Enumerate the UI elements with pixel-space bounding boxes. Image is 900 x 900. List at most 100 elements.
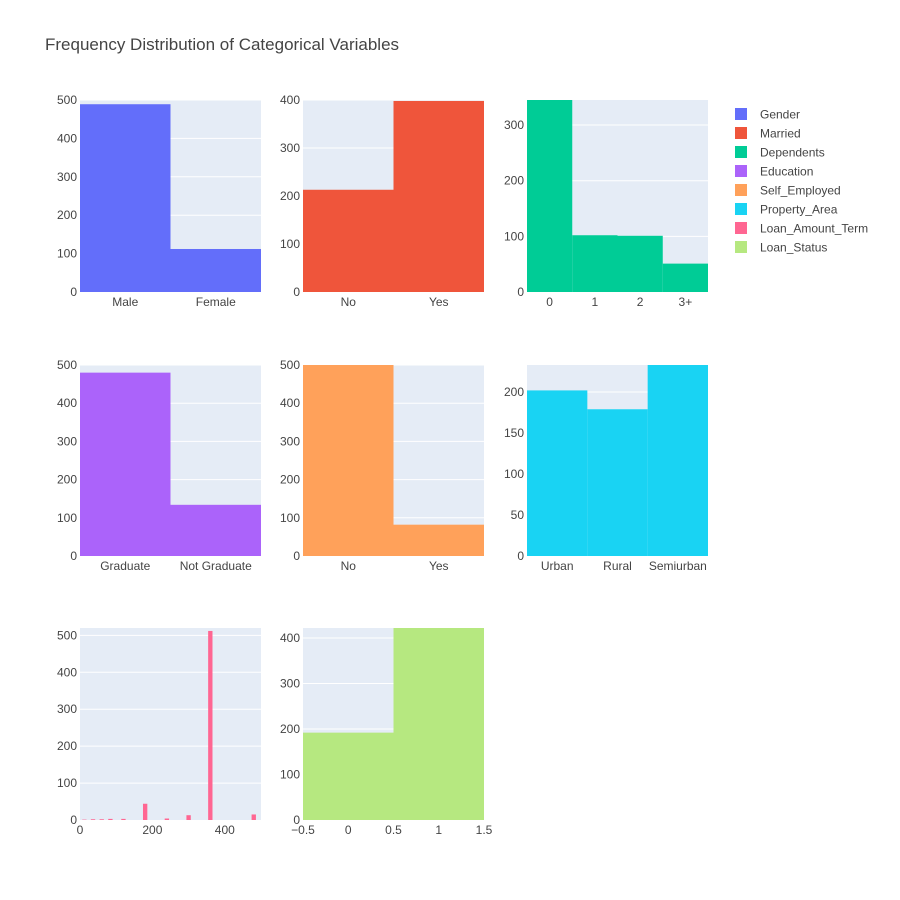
y-tick-label: 0 <box>70 813 77 827</box>
bar-dependents-0[interactable] <box>527 100 573 292</box>
bar-self-employed-yes[interactable] <box>393 524 485 556</box>
subplot-dependents: 0 100 200 300 0 1 2 3+ <box>504 100 708 309</box>
legend-swatch <box>735 108 747 120</box>
bar-education-graduate[interactable] <box>80 372 171 556</box>
legend-label: Gender <box>760 108 800 122</box>
y-tick-label: 100 <box>504 467 524 481</box>
x-tick-label: 0 <box>77 823 84 837</box>
bar-loan-amount-term-36[interactable] <box>90 819 96 820</box>
y-tick-label: 500 <box>57 358 77 372</box>
legend-item-self-employed[interactable]: Self_Employed <box>735 184 841 198</box>
y-tick-label: 150 <box>504 426 524 440</box>
bar-loan-amount-term-360[interactable] <box>208 630 213 820</box>
legend-item-loan-status[interactable]: Loan_Status <box>735 241 827 255</box>
y-tick-label: 100 <box>280 237 300 251</box>
legend-label: Married <box>760 127 801 141</box>
y-tick-label: 500 <box>57 628 77 642</box>
bar-loan-amount-term-120[interactable] <box>121 818 126 820</box>
y-tick-label: 300 <box>280 141 300 155</box>
bar-married-yes[interactable] <box>393 100 485 293</box>
bar-loan-amount-term-240[interactable] <box>164 818 170 820</box>
bar-loan-status-1[interactable] <box>393 628 485 820</box>
bar-loan-amount-term-84[interactable] <box>108 818 113 820</box>
bar-loan-amount-term-60[interactable] <box>99 819 104 820</box>
y-tick-label: 400 <box>280 631 300 645</box>
bar-dependents-2[interactable] <box>617 235 663 292</box>
legend-item-loan-amount-term[interactable]: Loan_Amount_Term <box>735 222 868 236</box>
legend-swatch <box>735 127 747 139</box>
legend-swatch <box>735 184 747 196</box>
bar-dependents-3[interactable] <box>662 263 708 292</box>
y-tick-label: 100 <box>280 511 300 525</box>
x-tick-label: 0 <box>546 295 553 309</box>
y-tick-label: 200 <box>280 722 300 736</box>
legend-item-gender[interactable]: Gender <box>735 108 800 122</box>
bar-loan-amount-term-180[interactable] <box>142 803 148 820</box>
x-tick-label: No <box>341 295 357 309</box>
x-tick-label: 400 <box>215 823 235 837</box>
y-tick-label: 100 <box>504 229 524 243</box>
bar-education-not-graduate[interactable] <box>170 504 262 556</box>
subplot-gender: 0 100 200 300 400 500 Male Female <box>57 93 261 309</box>
bar-property-area-rural[interactable] <box>587 409 648 556</box>
y-tick-label: 300 <box>280 434 300 448</box>
x-tick-label: 0.5 <box>385 823 402 837</box>
x-tick-label: −0.5 <box>291 823 315 837</box>
y-tick-label: 200 <box>57 208 77 222</box>
x-tick-label: 3+ <box>679 295 693 309</box>
legend-label: Self_Employed <box>760 184 841 198</box>
bar-loan-status-0[interactable] <box>303 732 394 820</box>
x-tick-label: Semiurban <box>649 559 707 573</box>
legend-swatch <box>735 146 747 158</box>
x-tick-label: 2 <box>637 295 644 309</box>
y-tick-label: 300 <box>504 118 524 132</box>
y-tick-label: 200 <box>280 189 300 203</box>
x-tick-label: Graduate <box>100 559 150 573</box>
subplot-self-employed: 0 100 200 300 400 500 No Yes <box>280 358 484 573</box>
legend-item-married[interactable]: Married <box>735 127 801 141</box>
x-tick-label: No <box>341 559 357 573</box>
bar-married-no[interactable] <box>303 189 394 292</box>
y-tick-label: 400 <box>280 93 300 107</box>
bar-gender-male[interactable] <box>80 104 171 292</box>
bar-property-area-urban[interactable] <box>527 390 588 556</box>
legend-item-property-area[interactable]: Property_Area <box>735 203 838 217</box>
x-tick-label: 1 <box>435 823 442 837</box>
y-tick-label: 100 <box>57 511 77 525</box>
subplot-property-area: 0 50 100 150 200 Urban Rural Semiurban <box>504 365 708 573</box>
legend-label: Education <box>760 165 813 179</box>
bar-self-employed-no[interactable] <box>303 365 394 556</box>
y-tick-label: 0 <box>293 813 300 827</box>
legend[interactable]: Gender Married Dependents Education Self_Emp… <box>735 108 868 255</box>
bar-loan-amount-term-300[interactable] <box>186 815 191 820</box>
x-tick-label: Yes <box>429 295 449 309</box>
bar-gender-female[interactable] <box>170 248 262 292</box>
legend-swatch <box>735 165 747 177</box>
legend-item-dependents[interactable]: Dependents <box>735 146 825 160</box>
y-tick-label: 100 <box>57 776 77 790</box>
y-tick-label: 0 <box>517 549 524 563</box>
y-tick-label: 400 <box>57 665 77 679</box>
x-tick-label: Yes <box>429 559 449 573</box>
y-tick-label: 100 <box>57 247 77 261</box>
x-tick-label: Male <box>112 295 138 309</box>
y-tick-label: 0 <box>70 549 77 563</box>
y-tick-label: 400 <box>57 396 77 410</box>
legend-label: Loan_Amount_Term <box>760 222 868 236</box>
y-tick-label: 300 <box>57 170 77 184</box>
bar-loan-amount-term-480[interactable] <box>251 814 256 820</box>
subplot-married: 0 100 200 300 400 No Yes <box>280 93 484 309</box>
x-tick-label: 1 <box>592 295 599 309</box>
legend-item-education[interactable]: Education <box>735 165 813 179</box>
y-tick-label: 200 <box>57 739 77 753</box>
chart-title: Frequency Distribution of Categorical Va… <box>45 35 399 54</box>
y-tick-label: 50 <box>511 508 525 522</box>
y-tick-label: 100 <box>280 768 300 782</box>
y-tick-label: 300 <box>57 434 77 448</box>
bar-dependents-1[interactable] <box>572 235 618 292</box>
legend-swatch <box>735 241 747 253</box>
bar-property-area-semiurban[interactable] <box>647 365 708 556</box>
y-tick-label: 200 <box>504 174 524 188</box>
